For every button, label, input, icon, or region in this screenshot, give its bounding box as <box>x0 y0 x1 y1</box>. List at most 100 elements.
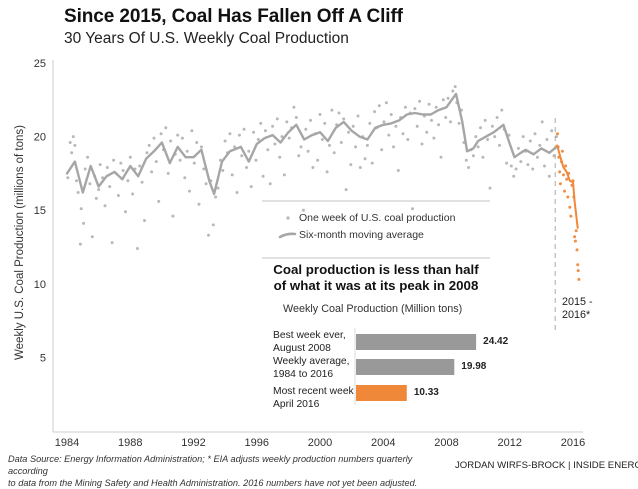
weekly-point <box>278 155 282 159</box>
weekly-point <box>389 113 393 116</box>
weekly-point <box>78 242 82 246</box>
weekly-point-recent <box>558 170 562 174</box>
weekly-point <box>446 96 450 100</box>
inset-bar-label-line: Best week ever, <box>273 330 346 341</box>
weekly-point <box>427 102 431 106</box>
weekly-point <box>145 151 149 155</box>
weekly-point <box>242 127 246 131</box>
weekly-point <box>237 133 241 137</box>
weekly-point <box>490 124 494 128</box>
weekly-point <box>418 99 422 103</box>
weekly-point <box>498 143 501 147</box>
weekly-point <box>254 158 258 162</box>
weekly-point <box>451 89 455 93</box>
weekly-point <box>538 143 542 147</box>
weekly-point <box>392 145 395 149</box>
weekly-point <box>323 121 327 125</box>
weekly-point <box>299 145 303 149</box>
callout-headline-line2: of what it was at its peak in 2008 <box>273 278 479 293</box>
weekly-point <box>197 202 201 206</box>
weekly-point-recent <box>577 277 581 281</box>
weekly-point <box>449 120 452 124</box>
weekly-point-recent <box>575 248 579 252</box>
weekly-point <box>464 158 468 162</box>
weekly-point <box>531 167 535 171</box>
weekly-point <box>380 148 384 152</box>
weekly-point-recent <box>564 164 568 168</box>
weekly-point <box>396 169 400 172</box>
weekly-point <box>275 117 279 121</box>
weekly-point <box>425 130 429 134</box>
weekly-point-recent <box>562 173 565 177</box>
weekly-point <box>192 161 196 165</box>
y-tick-label: 20 <box>34 132 46 144</box>
weekly-point <box>420 142 424 146</box>
weekly-point <box>301 208 305 212</box>
weekly-point <box>98 163 102 167</box>
weekly-point <box>204 182 208 186</box>
weekly-point-recent <box>556 132 559 136</box>
weekly-point <box>247 149 251 153</box>
weekly-point <box>535 155 539 159</box>
weekly-point <box>297 154 301 158</box>
weekly-point <box>394 124 398 128</box>
weekly-point-recent <box>566 195 570 199</box>
weekly-point <box>282 173 286 177</box>
weekly-point <box>370 161 374 165</box>
y-tick-label: 10 <box>34 279 46 291</box>
weekly-point <box>214 195 218 199</box>
author-credit: JORDAN WIRFS-BROCK | INSIDE ENERGY <box>455 460 638 471</box>
weekly-point <box>554 135 558 139</box>
weekly-point <box>71 135 75 139</box>
weekly-point <box>471 154 475 158</box>
data-source-footnote: Data Source: Energy Information Administ… <box>8 453 448 489</box>
inset-bar-label: Best week ever, August 2008 <box>273 330 346 355</box>
weekly-point <box>207 233 210 237</box>
weekly-point <box>387 133 391 137</box>
weekly-point <box>325 170 329 174</box>
inset-bar-chart <box>354 328 477 405</box>
weekly-point <box>474 135 478 139</box>
weekly-point <box>202 167 206 171</box>
weekly-point <box>263 129 267 133</box>
weekly-point <box>183 176 187 180</box>
weekly-point <box>152 136 156 140</box>
weekly-point <box>211 223 215 227</box>
weekly-points-historic <box>66 85 558 250</box>
weekly-point <box>514 167 518 171</box>
axes <box>52 60 583 433</box>
weekly-point <box>116 194 120 197</box>
weekly-point <box>273 142 277 146</box>
weekly-point <box>328 143 331 147</box>
weekly-point <box>135 247 139 250</box>
weekly-point <box>88 182 92 186</box>
chart-subtitle: 30 Years Of U.S. Weekly Coal Production <box>64 30 349 47</box>
weekly-point <box>528 139 532 143</box>
weekly-point <box>320 138 324 141</box>
weekly-point <box>337 111 341 115</box>
weekly-point <box>483 118 487 122</box>
x-tick-labels: 1984 1988 1992 1996 2000 2004 2008 2012 2016 <box>55 437 585 449</box>
inset-bar-label-line: Most recent week <box>273 386 354 397</box>
weekly-point <box>176 133 180 137</box>
weekly-point-recent <box>573 235 577 239</box>
weekly-point <box>493 135 497 139</box>
weekly-point <box>185 149 189 153</box>
weekly-point <box>190 129 194 133</box>
weekly-point <box>280 135 284 139</box>
weekly-point <box>382 120 386 124</box>
weekly-point <box>344 188 348 192</box>
weekly-point <box>157 199 161 203</box>
weekly-point <box>444 116 448 119</box>
weekly-point <box>159 132 163 136</box>
weekly-point <box>287 136 291 140</box>
weekly-point <box>256 138 260 141</box>
weekly-point <box>521 135 525 139</box>
weekly-point <box>342 117 346 121</box>
weekly-point <box>304 127 308 131</box>
weekly-point-recent <box>563 189 567 193</box>
weekly-point <box>533 132 537 136</box>
weekly-point <box>180 136 184 140</box>
weekly-point <box>552 154 556 158</box>
